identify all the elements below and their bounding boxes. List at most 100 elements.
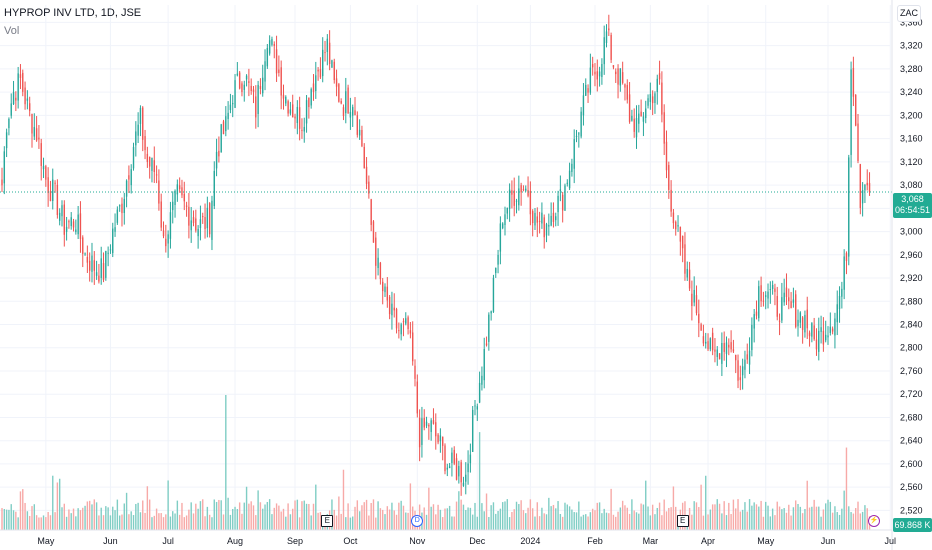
- candle-body: [848, 157, 850, 257]
- volume-bar: [370, 502, 372, 530]
- volume-bar: [656, 507, 658, 530]
- volume-bar: [444, 508, 446, 530]
- volume-bar: [72, 508, 75, 530]
- volume-bar: [98, 515, 100, 530]
- candle-body: [578, 133, 580, 135]
- volume-bar: [615, 516, 617, 530]
- volume-bar: [841, 508, 843, 530]
- event-marker-split[interactable]: ⚡: [868, 515, 881, 527]
- candle-body: [208, 203, 211, 235]
- event-marker-dividend[interactable]: D: [411, 515, 424, 527]
- volume-bar: [24, 502, 26, 530]
- candle-body: [280, 67, 282, 96]
- candle-body: [441, 436, 444, 446]
- candle-body: [185, 205, 188, 207]
- candle-body: [388, 296, 391, 315]
- volume-bar: [393, 510, 395, 530]
- candle-body: [725, 342, 728, 354]
- volume-bar: [167, 480, 169, 530]
- volume-bar: [859, 513, 862, 530]
- time-tick-label: Jul: [885, 536, 897, 546]
- volume-bar: [467, 507, 469, 530]
- price-tick-label: 3,200: [900, 110, 923, 120]
- candle-body: [305, 100, 308, 124]
- candle-body: [361, 130, 363, 147]
- volume-bar: [529, 499, 532, 530]
- volume-bar: [382, 509, 384, 530]
- volume-bar: [481, 503, 483, 530]
- candle-body: [402, 321, 405, 323]
- volume-bar: [501, 502, 504, 530]
- candle-body: [735, 354, 737, 361]
- candle-body: [737, 360, 739, 381]
- volume-bar: [342, 469, 345, 530]
- volume-bar: [439, 509, 442, 530]
- volume-bar: [118, 515, 121, 530]
- volume-bar: [112, 506, 114, 530]
- volume-bar: [774, 515, 776, 530]
- candle-body: [169, 212, 172, 239]
- volume-bar: [638, 513, 640, 530]
- candle-body: [536, 216, 538, 223]
- volume-bar: [746, 511, 748, 530]
- volume-bar: [137, 502, 139, 530]
- volume-bar: [35, 515, 38, 530]
- volume-bar: [257, 490, 259, 530]
- candle-body: [529, 190, 532, 215]
- candle-body: [432, 420, 435, 424]
- volume-bar: [88, 500, 91, 530]
- volume-bar: [82, 507, 84, 530]
- volume-bar: [361, 505, 363, 530]
- volume-bar: [864, 505, 866, 530]
- candle-body: [515, 200, 518, 202]
- candle-body: [340, 100, 342, 104]
- candle-body: [26, 98, 29, 101]
- volume-bar: [515, 501, 518, 530]
- volume-value-badge: 69.868 K: [893, 518, 932, 532]
- volume-bar: [49, 515, 52, 530]
- volume-bar: [298, 517, 301, 530]
- volume-bar: [109, 515, 112, 530]
- volume-bar: [513, 509, 515, 530]
- volume-bar: [19, 491, 22, 530]
- volume-bar: [465, 510, 467, 530]
- candle-body: [852, 67, 855, 97]
- candle-body: [407, 317, 409, 330]
- volume-bar: [799, 506, 802, 530]
- volume-bar: [105, 506, 107, 530]
- event-marker-earnings[interactable]: E: [676, 515, 689, 527]
- candle-body: [349, 111, 352, 118]
- volume-bar: [301, 501, 303, 530]
- candle-body: [709, 338, 712, 350]
- volume-bar: [296, 499, 299, 530]
- volume-bar: [185, 515, 188, 530]
- volume-bar: [730, 514, 732, 530]
- volume-bar: [608, 513, 610, 530]
- volume-bar: [628, 513, 631, 530]
- event-marker-earnings[interactable]: E: [321, 515, 334, 527]
- candle-body: [215, 151, 218, 169]
- candle-body: [831, 328, 834, 332]
- candle-body: [197, 228, 199, 237]
- candle-body: [465, 474, 467, 482]
- volume-bar: [714, 504, 716, 530]
- candle-body: [195, 218, 197, 231]
- volume-bar: [705, 475, 707, 530]
- candle-body: [243, 84, 245, 90]
- candle-body: [393, 307, 395, 311]
- volume-bar: [47, 512, 49, 530]
- candle-body: [656, 78, 658, 92]
- currency-button[interactable]: ZAC: [897, 5, 921, 22]
- candle-body: [358, 129, 361, 136]
- candle-body: [675, 221, 677, 230]
- candle-body: [416, 381, 419, 414]
- time-tick-label: Jul: [162, 536, 174, 546]
- volume-bar: [227, 497, 229, 530]
- volume-bar: [192, 513, 195, 530]
- volume-bar: [818, 506, 820, 530]
- candle-body: [72, 221, 75, 228]
- candle-body: [573, 139, 575, 169]
- candle-body: [252, 89, 255, 92]
- candle-body: [24, 87, 26, 105]
